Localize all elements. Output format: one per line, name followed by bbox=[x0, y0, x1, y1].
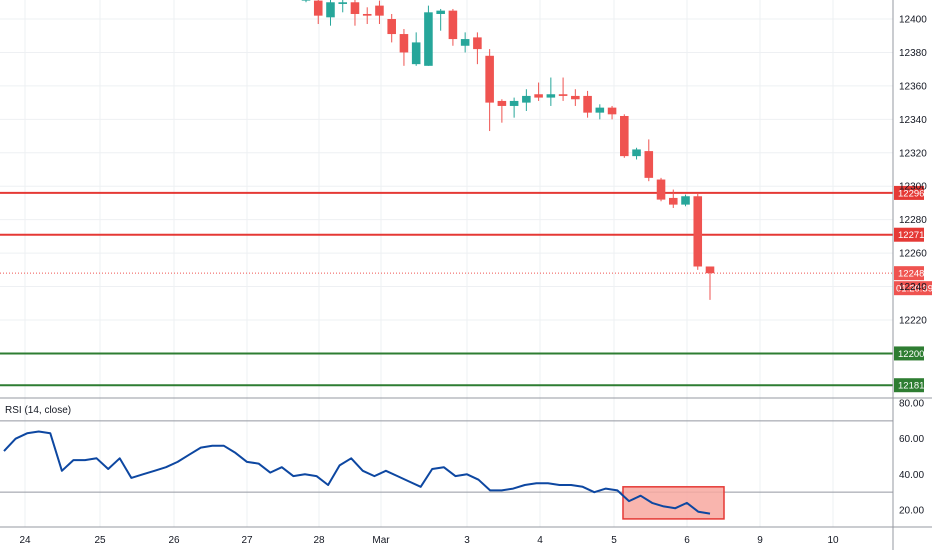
time-tick-label: 5 bbox=[611, 535, 617, 546]
candle-body bbox=[375, 5, 384, 16]
level-badge-label: 12271 bbox=[898, 230, 924, 241]
time-tick-label: 27 bbox=[241, 535, 253, 546]
time-tick-label: 26 bbox=[168, 535, 180, 546]
candle-body bbox=[558, 94, 568, 96]
rsi-tick-label: 60.00 bbox=[899, 434, 924, 445]
candle-body bbox=[473, 37, 482, 50]
candle-body bbox=[313, 0, 323, 16]
countdown-label: 01:20:39 bbox=[896, 284, 932, 295]
time-tick-label: 28 bbox=[313, 535, 325, 546]
candle-body bbox=[620, 115, 629, 157]
candle-body bbox=[583, 95, 592, 113]
time-tick-label: 24 bbox=[19, 535, 31, 546]
candle-body bbox=[485, 55, 494, 103]
price-tick-label: 12380 bbox=[899, 48, 927, 59]
price-levels: 12296 12271 12200 12181 12248 01:20:39 bbox=[0, 185, 932, 393]
candle-body bbox=[509, 100, 519, 106]
candle-body bbox=[595, 107, 605, 113]
candle-body bbox=[411, 42, 421, 65]
time-tick-label: 25 bbox=[94, 535, 106, 546]
candle-body bbox=[338, 2, 348, 4]
level-badge-label: 12296 bbox=[898, 188, 924, 199]
candle-body bbox=[705, 266, 715, 274]
candle-body bbox=[632, 149, 641, 157]
rsi-tick-label: 20.00 bbox=[899, 506, 924, 517]
rsi-tick-label: 80.00 bbox=[899, 399, 924, 410]
level-badge bbox=[894, 378, 924, 393]
price-tick-label: 12260 bbox=[899, 249, 927, 260]
time-tick-label: 4 bbox=[537, 535, 543, 546]
candlestick-series bbox=[301, 0, 715, 300]
time-tick-label: 3 bbox=[464, 535, 470, 546]
time-tick-label: 9 bbox=[757, 535, 763, 546]
rsi-line bbox=[3, 430, 711, 515]
candle-body bbox=[326, 2, 335, 18]
level-badge bbox=[894, 185, 924, 200]
candle-body bbox=[448, 10, 458, 40]
candle-body bbox=[399, 34, 409, 53]
candle-body bbox=[436, 10, 445, 14]
candle-body bbox=[424, 12, 433, 66]
price-tick-label: 12320 bbox=[899, 148, 927, 159]
rsi-title: RSI (14, close) bbox=[5, 405, 72, 416]
level-badge bbox=[894, 227, 924, 242]
rsi-tick-label: 40.00 bbox=[899, 470, 924, 481]
price-tick-label: 12360 bbox=[899, 81, 927, 92]
rsi-pane bbox=[0, 420, 893, 520]
last-price-label: 12248 bbox=[898, 269, 924, 280]
price-tick-label: 12400 bbox=[899, 15, 927, 26]
level-badge bbox=[894, 346, 924, 361]
price-tick-label: 12220 bbox=[899, 316, 927, 327]
price-tick-label: 12300 bbox=[899, 182, 927, 193]
candle-body bbox=[350, 2, 360, 14]
candle-body bbox=[522, 95, 531, 103]
candle-body bbox=[460, 39, 470, 46]
last-price-badge bbox=[894, 266, 924, 281]
candle-body bbox=[387, 19, 396, 35]
candle-body bbox=[546, 94, 556, 98]
candle-body bbox=[681, 196, 690, 205]
candle-body bbox=[571, 95, 580, 100]
grid-lines bbox=[0, 0, 893, 527]
price-tick-label: 12240 bbox=[899, 282, 927, 293]
candle-body bbox=[693, 196, 703, 267]
candle-body bbox=[497, 100, 507, 106]
candle-body bbox=[607, 107, 617, 115]
candle-body bbox=[644, 151, 654, 178]
candle-body bbox=[668, 197, 678, 205]
candle-body bbox=[534, 94, 543, 98]
price-tick-label: 12280 bbox=[899, 215, 927, 226]
level-badge-label: 12181 bbox=[898, 381, 924, 392]
candle-body bbox=[301, 0, 311, 1]
time-tick-label: Mar bbox=[372, 535, 390, 546]
time-tick-label: 6 bbox=[684, 535, 690, 546]
candle-body bbox=[656, 179, 666, 200]
time-tick-label: 10 bbox=[827, 535, 839, 546]
countdown-badge bbox=[894, 281, 932, 296]
level-badge-label: 12200 bbox=[898, 349, 924, 360]
price-tick-label: 12340 bbox=[899, 115, 927, 126]
candle-body bbox=[362, 13, 372, 16]
